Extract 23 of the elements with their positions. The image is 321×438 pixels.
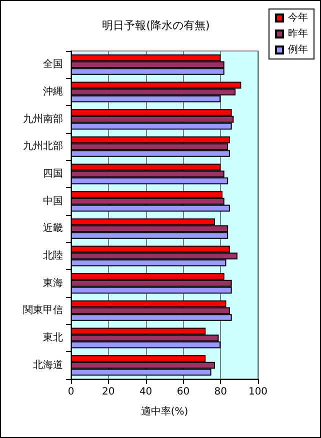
legend-label: 今年 (288, 12, 308, 24)
x-tick-label: 60 (176, 386, 190, 398)
x-tick-label: 0 (68, 386, 74, 398)
x-axis-title: 適中率(%) (140, 406, 188, 418)
y-tick-label: 近畿 (43, 222, 63, 234)
y-tick-label: 北陸 (43, 250, 63, 262)
y-tick-label: 東海 (43, 276, 63, 289)
legend-label: 昨年 (288, 28, 308, 40)
x-tick-label: 40 (139, 386, 152, 398)
x-tick-label: 80 (214, 386, 227, 398)
chart-title: 明日予報(降水の有無) (102, 19, 210, 32)
x-tick-label: 20 (102, 386, 115, 398)
y-tick-label: 沖縄 (43, 86, 63, 98)
y-tick-label: 九州南部 (23, 112, 63, 125)
y-tick-label: 北海道 (33, 358, 63, 371)
y-tick-label: 中国 (43, 194, 63, 207)
y-tick-label: 関東甲信 (23, 304, 63, 316)
y-tick-label: 四国 (43, 168, 63, 180)
y-tick-label: 全国 (43, 58, 63, 70)
y-tick-label: 九州北部 (23, 140, 63, 152)
legend-label: 例年 (288, 44, 308, 56)
y-tick-label: 東北 (43, 332, 63, 344)
x-tick-label: 100 (248, 386, 268, 398)
